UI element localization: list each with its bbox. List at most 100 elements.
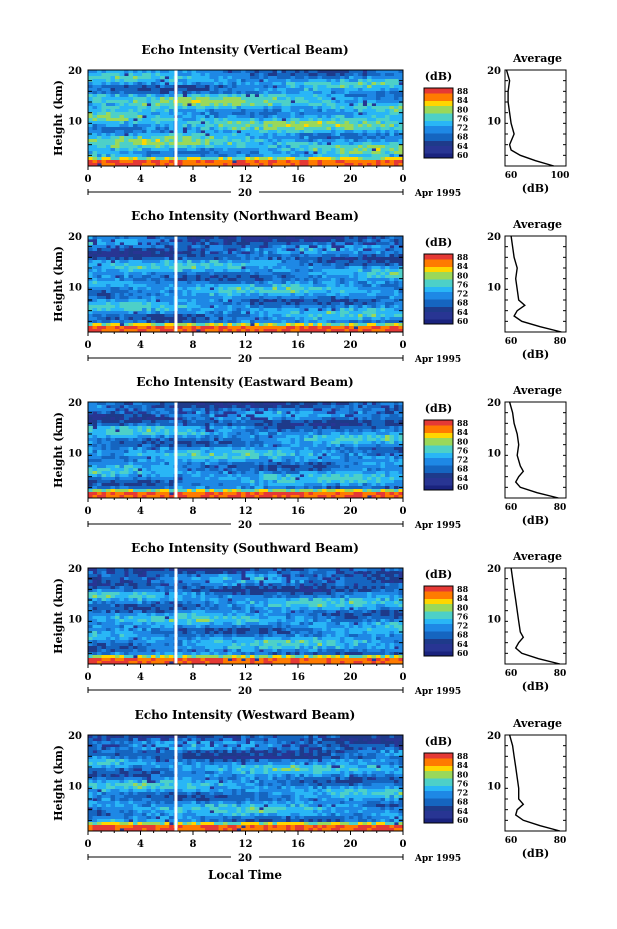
heatmap-cell [326, 157, 332, 161]
heatmap-cell [232, 242, 237, 246]
heatmap-cell [371, 100, 377, 104]
heatmap-cell [88, 82, 93, 86]
heatmap-cell [349, 239, 354, 243]
heatmap-cell [142, 281, 147, 285]
heatmap-cell [124, 311, 129, 315]
heatmap-cell [227, 145, 233, 149]
heatmap-cell [106, 85, 111, 89]
heatmap-cell [295, 121, 300, 125]
heatmap-cell [169, 320, 174, 324]
heatmap-cell [142, 320, 147, 324]
heatmap-cell [227, 287, 233, 291]
heatmap-cell [250, 287, 255, 291]
heatmap-cell [367, 272, 372, 276]
heatmap-cell [263, 124, 269, 128]
heatmap-cell [344, 85, 350, 89]
heatmap-cell [295, 106, 300, 110]
heatmap-cell [119, 76, 125, 80]
heatmap-cell [97, 148, 102, 152]
heatmap-cell [218, 299, 224, 303]
heatmap-cell [232, 112, 237, 116]
heatmap-cell [385, 88, 390, 92]
heatmap-cell [101, 242, 107, 246]
heatmap-cell [371, 260, 377, 264]
heatmap-cell [371, 314, 377, 318]
heatmap-cell [227, 124, 233, 128]
heatmap-cell [92, 287, 98, 291]
heatmap-cell [205, 148, 210, 152]
heatmap-cell [223, 139, 228, 143]
heatmap-cell [137, 257, 143, 261]
heatmap-cell [317, 109, 323, 113]
heatmap-cell [277, 76, 282, 80]
heatmap-cell [313, 239, 318, 243]
heatmap-cell [128, 73, 134, 77]
heatmap-cell [182, 163, 188, 167]
heatmap-cell [88, 287, 93, 291]
heatmap-cell [101, 148, 107, 152]
heatmap-cell [218, 151, 224, 155]
heatmap-cell [376, 248, 381, 252]
heatmap-cell [205, 305, 210, 309]
heatmap-cell [178, 151, 183, 155]
heatmap-cell [290, 112, 296, 116]
heatmap-cell [88, 275, 93, 279]
heatmap-cell [146, 154, 152, 158]
heatmap-cell [254, 420, 260, 424]
heatmap-cell [142, 314, 147, 318]
heatmap-cell [313, 329, 318, 333]
heatmap-cell [200, 326, 206, 330]
heatmap-cell [214, 121, 219, 125]
heatmap-cell [241, 236, 246, 240]
heatmap-cell [160, 269, 165, 273]
heatmap-cell [146, 263, 152, 267]
heatmap-cell [236, 317, 242, 321]
heatmap-cell [281, 130, 287, 134]
heatmap-cell [151, 121, 156, 125]
heatmap-cell [191, 326, 197, 330]
heatmap-cell [299, 272, 305, 276]
heatmap-cell [272, 115, 278, 119]
heatmap-cell [349, 278, 354, 282]
heatmap-cell [268, 115, 273, 119]
heatmap-cell [214, 112, 219, 116]
heatmap-cell [196, 70, 201, 74]
heatmap-cell [380, 290, 386, 294]
heatmap-cell [272, 293, 278, 297]
heatmap-cell [299, 308, 305, 312]
heatmap-cell [178, 402, 183, 406]
heatmap-cell [304, 94, 309, 98]
heatmap-cell [97, 73, 102, 77]
heatmap-cell [196, 408, 201, 412]
heatmap-cell [218, 417, 224, 421]
heatmap-cell [187, 91, 192, 95]
heatmap-cell [371, 97, 377, 101]
heatmap-cell [92, 257, 98, 261]
heatmap-cell [101, 278, 107, 282]
heatmap-cell [308, 402, 314, 406]
heatmap-cell [214, 305, 219, 309]
heatmap-cell [268, 145, 273, 149]
heatmap-cell [272, 145, 278, 149]
heatmap-cell [277, 411, 282, 415]
heatmap-cell [367, 163, 372, 167]
heatmap-cell [308, 269, 314, 273]
heatmap-cell [286, 311, 291, 315]
heatmap-cell [241, 329, 246, 333]
heatmap-cell [398, 287, 404, 291]
heatmap-cell [245, 145, 251, 149]
heatmap-cell [142, 121, 147, 125]
heatmap-cell [394, 329, 399, 333]
heatmap-cell [191, 417, 197, 421]
heatmap-cell [304, 281, 309, 285]
heatmap-cell [286, 317, 291, 321]
heatmap-cell [88, 70, 93, 74]
heatmap-cell [106, 76, 111, 80]
heatmap-cell [187, 284, 192, 288]
heatmap-cell [335, 296, 341, 300]
heatmap-cell [164, 242, 170, 246]
heatmap-cell [128, 154, 134, 158]
heatmap-cell [281, 293, 287, 297]
heatmap-cell [209, 145, 215, 149]
heatmap-cell [133, 133, 138, 137]
